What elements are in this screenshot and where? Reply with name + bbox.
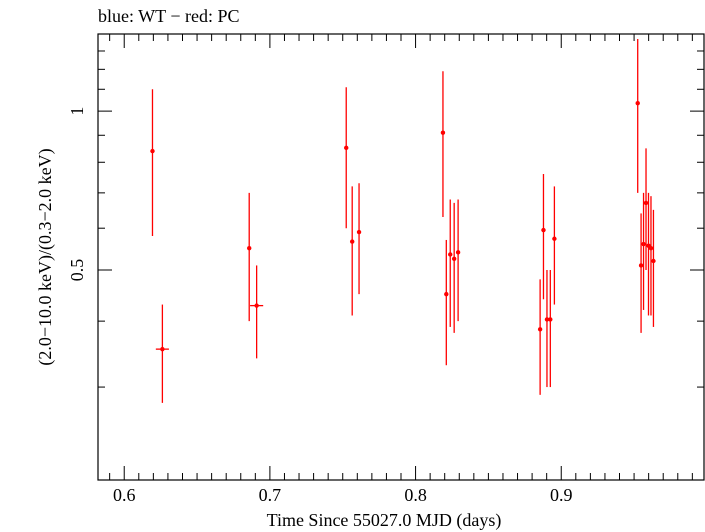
data-marker [544, 317, 550, 322]
x-tick-label: 0.7 [259, 485, 282, 505]
data-point [455, 199, 461, 322]
data-marker [444, 291, 449, 297]
data-point [651, 209, 656, 327]
data-marker [451, 256, 457, 262]
data-point [356, 183, 362, 295]
data-marker [552, 236, 557, 241]
data-point [638, 213, 644, 333]
data-marker [541, 227, 546, 233]
data-marker [344, 145, 349, 151]
data-point [344, 87, 349, 229]
data-point [646, 192, 651, 316]
data-point [451, 202, 457, 333]
data-point [440, 71, 446, 218]
data-point [150, 89, 155, 236]
plot-frame [97, 33, 705, 481]
data-series-pc [150, 38, 656, 403]
data-marker [150, 148, 155, 154]
data-point [349, 186, 355, 316]
data-point [643, 148, 649, 270]
data-point [648, 196, 654, 316]
data-marker [651, 258, 656, 264]
data-marker [548, 317, 553, 322]
data-point [448, 199, 453, 327]
data-point [552, 186, 557, 305]
data-point [155, 304, 169, 403]
y-axis-ticks: 0.51 [67, 33, 704, 481]
x-tick-label: 0.9 [550, 485, 573, 505]
data-marker [638, 263, 644, 268]
data-marker [247, 245, 252, 251]
data-marker [648, 245, 654, 251]
data-marker [356, 229, 362, 235]
x-axis-label: Time Since 55027.0 MJD (days) [267, 510, 502, 531]
data-marker [643, 200, 649, 206]
data-marker [160, 346, 165, 352]
data-marker [537, 327, 543, 332]
x-axis-ticks: 0.6 0.7 0.8 0.9 [109, 34, 693, 505]
data-point [444, 239, 449, 366]
data-point [544, 269, 550, 388]
data-point [247, 192, 252, 322]
data-marker [641, 241, 646, 247]
data-marker [448, 252, 453, 257]
data-point [548, 269, 553, 388]
data-marker [455, 250, 461, 255]
y-tick-label: 0.5 [67, 259, 87, 282]
data-point [541, 174, 546, 300]
data-marker [349, 239, 355, 244]
data-marker [440, 130, 446, 135]
x-tick-label: 0.6 [113, 485, 136, 505]
y-tick-label: 1 [67, 107, 87, 116]
data-point [250, 265, 264, 359]
y-axis-label: (2.0−10.0 keV)/(0.3−2.0 keV) [35, 148, 56, 365]
data-point [641, 192, 646, 310]
data-point [635, 38, 640, 193]
data-marker [254, 303, 259, 308]
chart-title: blue: WT − red: PC [98, 6, 239, 26]
x-tick-label: 0.8 [404, 485, 427, 505]
data-point [537, 279, 543, 395]
data-marker [635, 101, 640, 106]
